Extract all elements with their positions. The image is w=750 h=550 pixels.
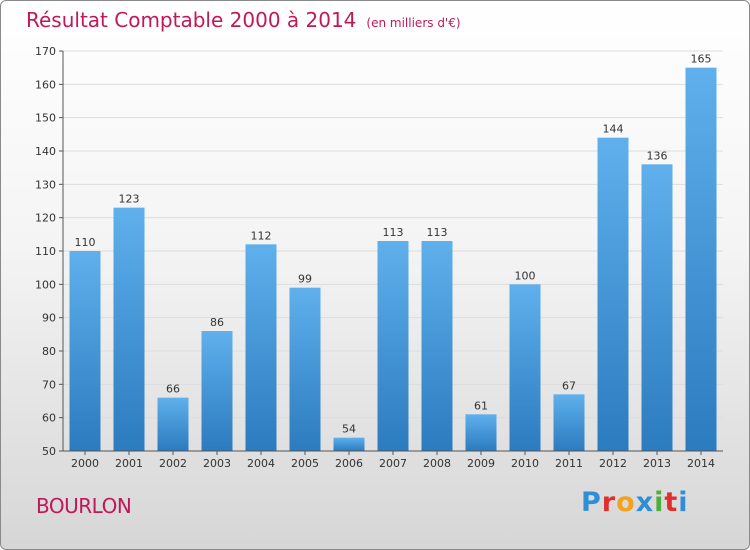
bar-2013 (641, 164, 673, 452)
x-tick-label: 2006 (335, 457, 363, 470)
x-tick-label: 2004 (247, 457, 275, 470)
y-tick-label: 50 (42, 445, 56, 458)
y-tick-label: 140 (35, 145, 56, 158)
value-label: 99 (298, 273, 312, 286)
y-tick-label: 120 (35, 212, 56, 225)
bar-2000 (69, 251, 101, 451)
x-tick-label: 2014 (687, 457, 715, 470)
logo-letter: P (581, 487, 602, 518)
logo-letter: t (664, 487, 679, 518)
x-tick-label: 2001 (115, 457, 143, 470)
bar-2009 (465, 414, 497, 451)
logo-letter: o (616, 487, 636, 518)
title-unit: (en milliers d'€) (366, 16, 461, 30)
bar-2012 (597, 137, 629, 451)
proxiti-logo: Proxiti (581, 487, 689, 518)
bar-2008 (421, 241, 453, 451)
value-label: 110 (75, 236, 96, 249)
logo-letter: i (678, 487, 689, 518)
x-tick-label: 2013 (643, 457, 671, 470)
value-label: 123 (119, 193, 140, 206)
value-label: 61 (474, 399, 488, 412)
x-tick-label: 2002 (159, 457, 187, 470)
x-tick-label: 2009 (467, 457, 495, 470)
axes: 50 60 70 80 90 100 110 120 130 140 150 160 170 2000 20… (35, 45, 723, 470)
value-label: 66 (166, 383, 180, 396)
y-tick-label: 130 (35, 178, 56, 191)
title-main: Résultat Comptable 2000 à 2014 (26, 8, 357, 32)
y-tick-label: 90 (42, 312, 56, 325)
y-tick-label: 80 (42, 345, 56, 358)
y-tick-label: 150 (35, 112, 56, 125)
y-tick-label: 70 (42, 378, 56, 391)
bar-2007 (377, 241, 409, 451)
bar-2010 (509, 284, 541, 451)
value-label: 54 (342, 423, 356, 436)
bar-2005 (289, 287, 321, 451)
x-tick-label: 2007 (379, 457, 407, 470)
value-label: 113 (427, 226, 448, 239)
x-tick-label: 2008 (423, 457, 451, 470)
bar-2001 (113, 207, 145, 451)
bar-2004 (245, 244, 277, 451)
x-tick-label: 2011 (555, 457, 583, 470)
value-label: 86 (210, 316, 224, 329)
logo-letter: x (635, 487, 655, 518)
y-tick-label: 170 (35, 45, 56, 58)
bar-2002 (157, 397, 189, 451)
bar-2014 (685, 67, 717, 452)
value-label: 112 (251, 229, 272, 242)
bar-2003 (201, 331, 233, 451)
y-tick-label: 160 (35, 78, 56, 91)
bars: 110 123 66 86 112 99 54 113 113 61 100 67 144 136 165 (69, 53, 717, 452)
y-tick-label: 100 (35, 278, 56, 291)
y-tick-label: 60 (42, 412, 56, 425)
value-label: 136 (647, 149, 668, 162)
bar-2011 (553, 394, 585, 451)
x-tick-label: 2012 (599, 457, 627, 470)
value-label: 144 (603, 123, 624, 136)
value-label: 67 (562, 379, 576, 392)
x-tick-label: 2010 (511, 457, 539, 470)
x-tick-label: 2005 (291, 457, 319, 470)
value-label: 100 (515, 269, 536, 282)
x-tick-label: 2003 (203, 457, 231, 470)
y-tick-label: 110 (35, 245, 56, 258)
value-label: 113 (383, 226, 404, 239)
logo-letter: r (601, 487, 617, 518)
value-label: 165 (691, 53, 712, 66)
place-name: BOURLON (36, 494, 132, 518)
x-tick-label: 2000 (71, 457, 99, 470)
logo-letter: i (654, 487, 665, 518)
chart-title: Résultat Comptable 2000 à 2014 (en millie… (26, 6, 461, 37)
bar-2006 (333, 437, 365, 451)
